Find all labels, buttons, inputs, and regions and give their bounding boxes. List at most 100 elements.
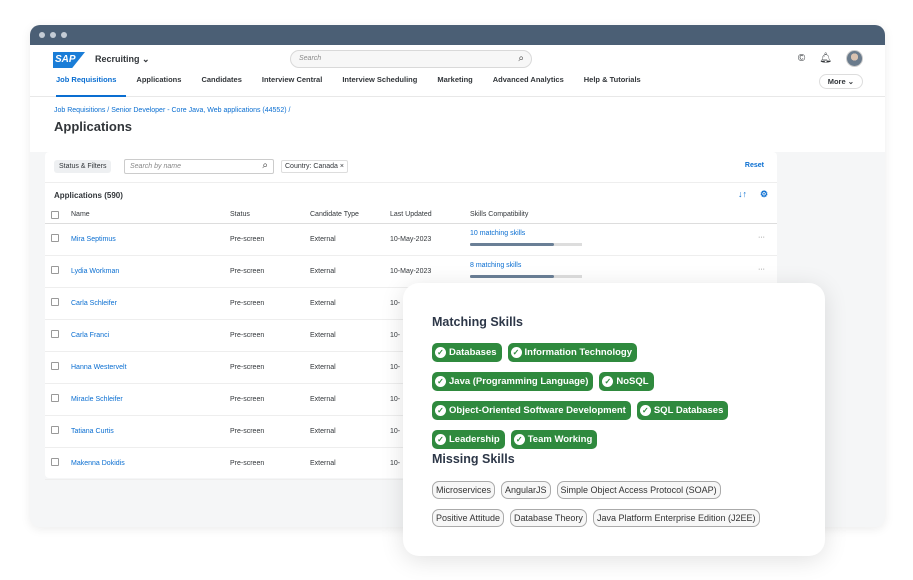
candidate-name-link[interactable]: Tatiana Curtis — [71, 428, 114, 435]
matching-skills-link[interactable]: 10 matching skills — [470, 230, 526, 237]
search-icon[interactable]: ⌕ — [262, 160, 268, 171]
search-by-name-placeholder: Search by name — [130, 163, 181, 170]
status-filters-button[interactable]: Status & Filters — [54, 160, 112, 173]
col-status[interactable]: Status — [230, 211, 250, 218]
candidate-name-link[interactable]: Hanna Westervelt — [71, 364, 127, 371]
row-checkbox[interactable] — [51, 266, 59, 274]
missing-skills-title: Missing Skills — [432, 452, 515, 466]
row-checkbox[interactable] — [51, 330, 59, 338]
status-cell: Pre-screen — [230, 364, 265, 371]
search-placeholder: Search — [299, 55, 322, 62]
window-dot[interactable] — [61, 32, 67, 38]
matching-skills-list: ✓ Databases ✓ Information Technology ✓ Java (… — [432, 343, 812, 449]
candidate-type-cell: External — [310, 268, 336, 275]
col-name[interactable]: Name — [71, 211, 90, 218]
top-nav: Job Requisitions Applications Candidates… — [56, 75, 661, 97]
status-cell: Pre-screen — [230, 332, 265, 339]
check-circle-icon: ✓ — [510, 347, 522, 358]
skill-label: Information Technology — [524, 347, 633, 358]
matching-skill-tag: ✓ Team Working — [510, 430, 598, 449]
candidate-name-link[interactable]: Lydia Workman — [71, 268, 120, 275]
matching-skill-tag: ✓ Leadership — [432, 430, 505, 449]
table-title: Applications (590) — [54, 191, 123, 200]
candidate-name-link[interactable]: Carla Franci — [71, 332, 110, 339]
filter-chip-country[interactable]: Country: Canada × — [281, 160, 348, 173]
search-input[interactable]: Search ⌕ — [290, 50, 532, 68]
table-row[interactable]: Mira Septimus Pre-screen External 10-May… — [45, 224, 777, 256]
nav-advanced-analytics[interactable]: Advanced Analytics — [492, 75, 564, 84]
sap-logo[interactable]: SAP — [53, 52, 85, 68]
skill-label: Object-Oriented Software Development — [449, 405, 626, 416]
search-icon[interactable]: ⌕ — [518, 53, 524, 64]
avatar[interactable] — [846, 50, 863, 67]
missing-skill-tag: Java Platform Enterprise Edition (J2EE) — [592, 509, 760, 527]
last-updated-cell: 10-May-2023 — [390, 268, 432, 275]
row-checkbox[interactable] — [51, 394, 59, 402]
col-last-updated[interactable]: Last Updated — [390, 211, 432, 218]
breadcrumb[interactable]: Job Requisitions / Senior Developer - Co… — [54, 107, 291, 114]
settings-icon[interactable]: ⚙ — [760, 189, 769, 199]
page-title: Applications — [54, 119, 133, 134]
status-cell: Pre-screen — [230, 236, 265, 243]
row-checkbox[interactable] — [51, 426, 59, 434]
nav-interview-scheduling[interactable]: Interview Scheduling — [342, 75, 418, 84]
page-header: Job Requisitions / Senior Developer - Co… — [30, 97, 885, 152]
last-updated-cell: 10- — [390, 364, 401, 371]
copilot-icon[interactable]: © — [797, 53, 806, 64]
matching-skills-link[interactable]: 8 matching skills — [470, 262, 522, 269]
skill-label: SQL Databases — [653, 405, 724, 416]
skills-progress-bar — [470, 243, 582, 246]
status-cell: Pre-screen — [230, 396, 265, 403]
check-circle-icon: ✓ — [602, 376, 614, 387]
more-actions-icon[interactable]: ··· — [758, 234, 765, 241]
table-header: Name Status Candidate Type Last Updated … — [45, 207, 777, 224]
last-updated-cell: 10- — [390, 396, 401, 403]
row-checkbox[interactable] — [51, 234, 59, 242]
more-actions-icon[interactable]: ··· — [758, 266, 765, 273]
candidate-type-cell: External — [310, 300, 336, 307]
check-circle-icon: ✓ — [513, 434, 525, 445]
reset-button[interactable]: Reset — [744, 162, 764, 169]
candidate-name-link[interactable]: Carla Schleifer — [71, 300, 117, 307]
nav-interview-central[interactable]: Interview Central — [261, 75, 323, 84]
col-skills[interactable]: Skills Compatibility — [470, 211, 529, 218]
app-switcher[interactable]: Recruiting ⌄ — [95, 54, 150, 65]
select-all-checkbox[interactable] — [51, 211, 59, 219]
missing-skill-tag: Positive Attitude — [432, 509, 505, 527]
candidate-type-cell: External — [310, 364, 336, 371]
status-cell: Pre-screen — [230, 268, 265, 275]
window-dot[interactable] — [50, 32, 56, 38]
row-checkbox[interactable] — [51, 362, 59, 370]
candidate-type-cell: External — [310, 396, 336, 403]
matching-skill-tag: ✓ Information Technology — [507, 343, 638, 362]
candidate-name-link[interactable]: Mira Septimus — [71, 236, 116, 243]
status-cell: Pre-screen — [230, 428, 265, 435]
app-name: Recruiting — [95, 54, 140, 64]
sort-icon[interactable]: ↓↑ — [738, 189, 747, 199]
skills-progress-fill — [470, 275, 554, 278]
search-by-name-input[interactable]: Search by name ⌕ — [124, 159, 274, 174]
last-updated-cell: 10- — [390, 300, 401, 307]
check-circle-icon: ✓ — [435, 434, 446, 445]
last-updated-cell: 10- — [390, 428, 401, 435]
skills-progress-bar — [470, 275, 582, 278]
nav-marketing[interactable]: Marketing — [437, 75, 473, 84]
col-candidate-type[interactable]: Candidate Type — [310, 211, 359, 218]
nav-candidates[interactable]: Candidates — [201, 75, 242, 84]
more-button[interactable]: More ⌄ — [818, 74, 863, 89]
check-circle-icon: ✓ — [435, 347, 446, 358]
window-dot[interactable] — [39, 32, 45, 38]
nav-help-tutorials[interactable]: Help & Tutorials — [583, 75, 641, 84]
nav-applications[interactable]: Applications — [136, 75, 182, 84]
row-checkbox[interactable] — [51, 298, 59, 306]
skill-label: NoSQL — [616, 376, 649, 387]
row-checkbox[interactable] — [51, 458, 59, 466]
nav-job-requisitions[interactable]: Job Requisitions — [56, 75, 127, 97]
bell-icon[interactable]: 🔔︎ — [819, 53, 832, 64]
status-cell: Pre-screen — [230, 460, 265, 467]
matching-skills-title: Matching Skills — [432, 315, 523, 329]
filter-bar: Status & Filters Search by name ⌕ Country… — [45, 152, 777, 183]
shell-header: SAP Recruiting ⌄ Search ⌕ © 🔔︎ Job Requis… — [30, 45, 885, 97]
candidate-name-link[interactable]: Makenna Dokidis — [71, 460, 125, 467]
candidate-name-link[interactable]: Miracle Schleifer — [71, 396, 123, 403]
